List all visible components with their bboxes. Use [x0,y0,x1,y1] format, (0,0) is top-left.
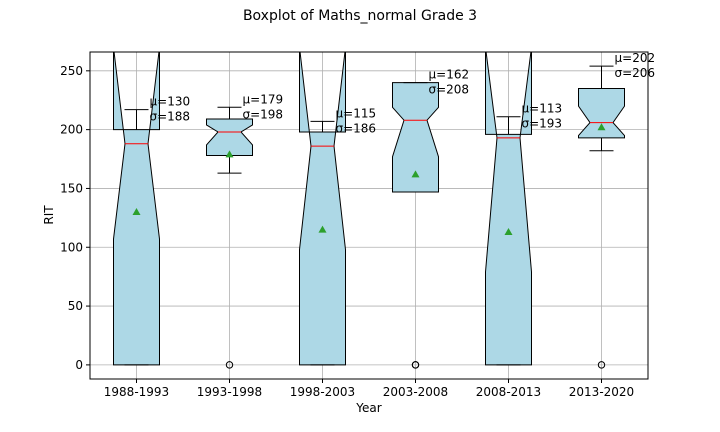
box-group [113,52,160,366]
mean-annotation: μ=202 [615,51,656,65]
outlier-point [411,361,420,369]
y-tick-label: 150 [60,181,83,195]
y-tick-label: 200 [60,123,83,137]
sd-annotation: σ=186 [336,121,377,135]
mean-annotation: μ=130 [150,95,191,109]
notched-box [578,87,625,139]
mean-marker [225,150,234,158]
axis-layer: 0 50 100 150 200 250 1988-1993 1993-1998 1998-20… [60,51,655,399]
notched-box [299,52,346,366]
sd-annotation: σ=193 [522,117,563,131]
notched-box [485,52,532,366]
mean-annotation: μ=115 [336,106,377,120]
mean-marker [597,123,606,131]
box-group [485,52,532,366]
mean-marker [411,170,420,178]
mean-marker [132,207,141,215]
y-tick-label: 250 [60,64,83,78]
mean-annotation: μ=179 [243,92,284,106]
x-tick-label: 2003-2008 [383,385,448,399]
box-group [392,82,439,369]
x-axis-label: Year [355,401,381,415]
mean-marker [318,225,327,233]
notched-box [206,118,253,157]
box-group [299,52,346,366]
chart-title: Boxplot of Maths_normal Grade 3 [243,8,477,24]
box-layer [113,52,625,369]
x-tick-label: 1993-1998 [197,385,262,399]
notched-box [392,82,439,193]
plot-frame [89,51,649,380]
y-axis-label: RIT [42,205,56,225]
box-group [206,106,253,369]
y-tick-label: 50 [68,299,83,313]
sd-annotation: σ=206 [615,66,656,80]
sd-annotation: σ=208 [429,83,470,97]
outlier-point [597,361,606,369]
mean-annotation: μ=113 [522,102,563,116]
y-tick-label: 0 [75,358,83,372]
sd-annotation: σ=198 [243,107,284,121]
mean-annotation: μ=162 [429,68,470,82]
mean-marker [504,227,513,235]
x-tick-label: 2013-2020 [569,385,634,399]
x-tick-label: 1998-2003 [290,385,355,399]
sd-annotation: σ=188 [150,110,191,124]
x-tick-label: 2008-2013 [476,385,541,399]
outlier-point [225,361,234,369]
x-tick-label: 1988-1993 [104,385,169,399]
box-group [578,65,625,369]
y-tick-label: 100 [60,240,83,254]
